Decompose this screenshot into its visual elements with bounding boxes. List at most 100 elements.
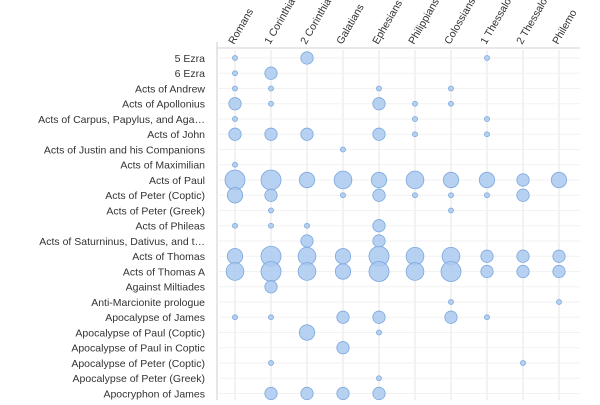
bubble-point[interactable]: [228, 127, 242, 141]
row-label: Acts of Thomas: [132, 251, 205, 263]
column-label: Philemo: [550, 8, 579, 47]
bubble-point[interactable]: [516, 188, 530, 202]
bubble-point[interactable]: [372, 234, 386, 248]
bubble-point[interactable]: [268, 85, 274, 92]
bubble-point[interactable]: [336, 310, 350, 324]
bubble-point[interactable]: [304, 222, 310, 229]
bubble-point[interactable]: [264, 280, 278, 294]
bubble-point[interactable]: [232, 85, 238, 92]
bubble-point[interactable]: [484, 192, 490, 199]
column-label: Colossians: [442, 0, 478, 46]
bubble-point[interactable]: [226, 187, 244, 204]
bubble-point[interactable]: [336, 341, 350, 355]
bubble-point[interactable]: [520, 360, 526, 366]
bubble-point[interactable]: [336, 386, 350, 401]
bubble-point[interactable]: [340, 192, 346, 199]
bubble-point[interactable]: [260, 169, 282, 191]
bubble-point[interactable]: [412, 131, 418, 138]
bubble-point[interactable]: [232, 55, 238, 61]
bubble-point[interactable]: [340, 146, 346, 153]
bubble-point[interactable]: [405, 170, 425, 190]
bubble-point[interactable]: [268, 314, 274, 321]
bubble-point[interactable]: [333, 170, 353, 190]
bubble-point[interactable]: [228, 97, 242, 111]
bubble-point[interactable]: [484, 131, 490, 138]
bubble-point[interactable]: [442, 171, 460, 189]
bubble-point[interactable]: [484, 116, 490, 122]
row-label: Apocalypse of Peter (Coptic): [71, 358, 205, 370]
bubble-point[interactable]: [372, 188, 386, 202]
bubble-point[interactable]: [300, 51, 314, 65]
bubble-point[interactable]: [232, 116, 238, 122]
bubble-point[interactable]: [448, 207, 454, 214]
bubble-point[interactable]: [448, 85, 454, 92]
bubble-point[interactable]: [552, 249, 566, 263]
bubble-point[interactable]: [297, 262, 317, 281]
bubble-point[interactable]: [448, 299, 454, 305]
bubble-point[interactable]: [300, 234, 314, 248]
bubble-point[interactable]: [412, 192, 418, 199]
bubble-point[interactable]: [298, 324, 316, 341]
bubble-point[interactable]: [405, 262, 425, 281]
column-label: 2 Corinthia: [298, 0, 334, 47]
bubble-point[interactable]: [264, 66, 278, 80]
bubble-point[interactable]: [268, 222, 274, 229]
bubble-point[interactable]: [412, 116, 418, 122]
bubble-point[interactable]: [550, 171, 568, 189]
bubble-point[interactable]: [334, 248, 352, 265]
bubble-point[interactable]: [372, 127, 386, 141]
bubble-point[interactable]: [264, 188, 278, 202]
bubble-point[interactable]: [370, 171, 388, 189]
bubble-point[interactable]: [376, 375, 382, 382]
bubble-point[interactable]: [478, 171, 496, 189]
row-label: Acts of Paul: [149, 175, 205, 187]
bubble-point[interactable]: [480, 249, 494, 263]
bubble-point[interactable]: [516, 173, 530, 187]
bubble-point[interactable]: [412, 100, 418, 107]
row-label: Apocalypse of Paul (Coptic): [75, 327, 205, 339]
bubble-point[interactable]: [516, 264, 530, 279]
bubble-point[interactable]: [552, 264, 566, 279]
bubble-point[interactable]: [232, 161, 238, 168]
bubble-point[interactable]: [268, 360, 274, 366]
bubble-point[interactable]: [298, 171, 316, 189]
row-label: Acts of Andrew: [135, 83, 205, 95]
bubble-point[interactable]: [376, 329, 382, 336]
bubble-point[interactable]: [516, 249, 530, 263]
bubble-point[interactable]: [376, 85, 382, 92]
row-label: Acts of Justin and his Companions: [44, 144, 205, 156]
bubble-point[interactable]: [224, 169, 246, 191]
bubble-point[interactable]: [372, 97, 386, 111]
column-label: Ephesians: [370, 0, 405, 47]
bubble-point[interactable]: [444, 310, 458, 324]
bubble-point[interactable]: [232, 70, 238, 77]
bubble-point[interactable]: [264, 386, 278, 401]
row-label: Acts of Maximilian: [120, 160, 205, 172]
bubble-point[interactable]: [448, 100, 454, 107]
row-label: 6 Ezra: [175, 68, 206, 80]
bubble-point[interactable]: [372, 310, 386, 324]
bubble-point[interactable]: [232, 222, 238, 229]
bubble-point[interactable]: [480, 264, 494, 279]
bubble-point[interactable]: [225, 262, 245, 281]
bubble-point[interactable]: [226, 248, 244, 265]
bubble-point[interactable]: [232, 314, 238, 321]
bubble-point[interactable]: [372, 386, 386, 401]
bubble-point[interactable]: [440, 261, 462, 282]
bubble-point[interactable]: [484, 55, 490, 61]
bubble-point[interactable]: [368, 261, 390, 282]
bubble-point[interactable]: [264, 127, 278, 141]
bubble-point[interactable]: [556, 299, 562, 305]
bubble-point[interactable]: [268, 207, 274, 214]
bubble-point[interactable]: [372, 219, 386, 233]
bubble-point[interactable]: [484, 314, 490, 321]
bubble-point[interactable]: [268, 100, 274, 107]
bubble-point[interactable]: [448, 192, 454, 199]
bubble-point[interactable]: [300, 386, 314, 401]
column-label: 2 Thessalo: [514, 0, 550, 46]
bubble-point[interactable]: [334, 263, 352, 280]
bubble-point[interactable]: [260, 261, 282, 282]
row-label: Acts of Saturninus, Dativus, and t…: [39, 236, 205, 248]
row-label: Apocryphon of James: [103, 388, 205, 400]
bubble-point[interactable]: [300, 127, 314, 141]
